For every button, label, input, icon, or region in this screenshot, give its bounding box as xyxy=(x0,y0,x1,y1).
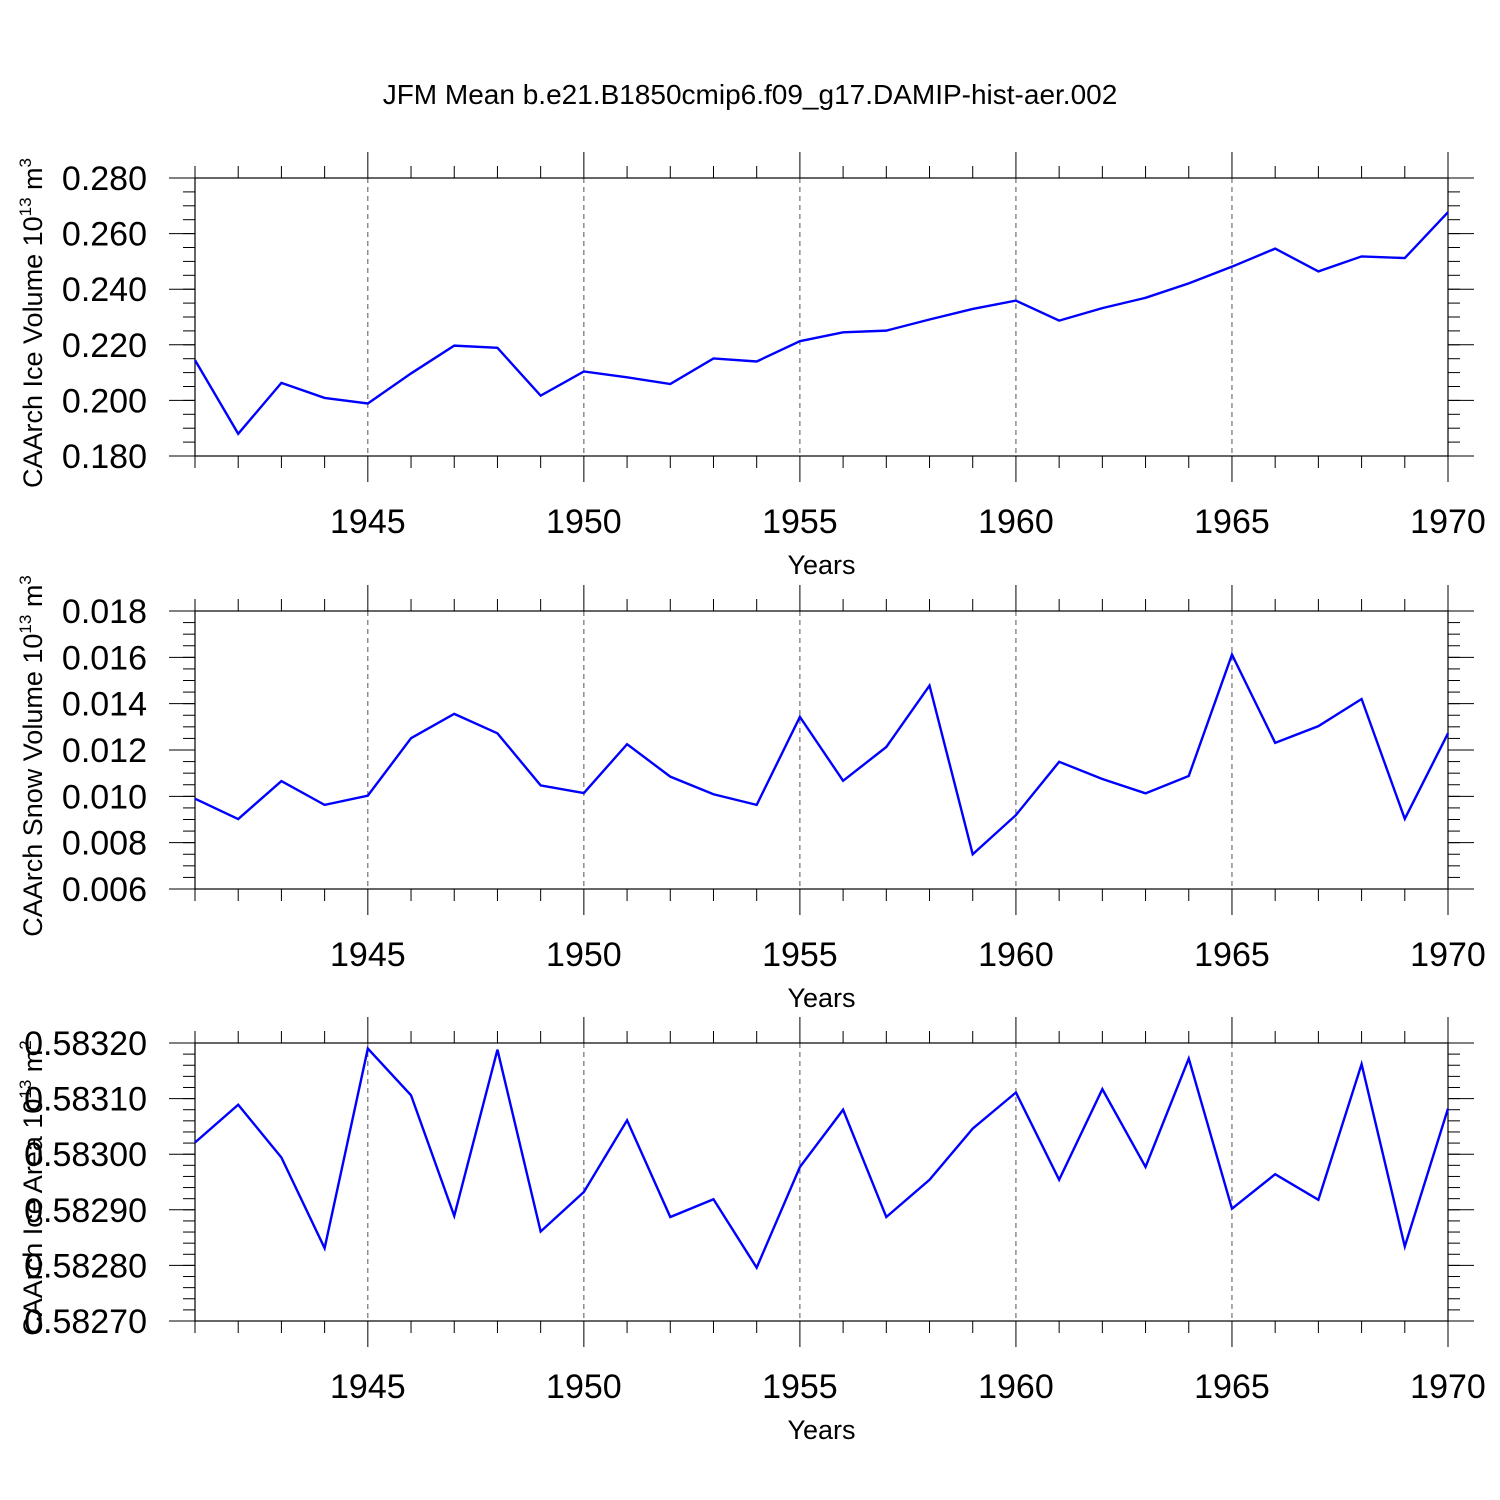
panel-1: 1945 1950 1955 1960 1965 1970 Years 0.180 0.200 0… xyxy=(16,152,1486,580)
y-tick-label: 0.014 xyxy=(62,686,147,724)
y-tick-label: 0.58290 xyxy=(24,1192,147,1230)
x-tick-label: 1965 xyxy=(1194,1368,1270,1406)
y-axis-label-text: m xyxy=(18,1050,48,1080)
y-tick-label: 0.240 xyxy=(62,271,147,309)
x-tick-label: 1955 xyxy=(762,503,838,541)
y-tick-label: 0.016 xyxy=(62,639,147,677)
x-tick-label: 1970 xyxy=(1410,936,1486,974)
y-axis-label-superscript: 3 xyxy=(16,575,35,584)
series-line xyxy=(194,651,1450,857)
y-axis-label-text: CAArch Ice Area 10 xyxy=(18,1099,48,1336)
x-tick-label: 1965 xyxy=(1194,503,1270,541)
x-tick-label: 1960 xyxy=(978,1368,1054,1406)
x-tick-label: 1970 xyxy=(1410,503,1486,541)
x-tick-label: 1965 xyxy=(1194,936,1270,974)
y-tick-label: 0.006 xyxy=(62,871,147,909)
series-line xyxy=(193,211,1449,436)
y-tick-label: 0.012 xyxy=(62,732,147,770)
y-tick-label: 0.260 xyxy=(62,216,147,254)
y-axis-label-text: m xyxy=(18,585,48,615)
y-tick-label: 0.200 xyxy=(62,382,147,420)
x-tick-label: 1945 xyxy=(330,503,406,541)
y-tick-label: 0.220 xyxy=(62,327,147,365)
x-tick-label: 1960 xyxy=(978,936,1054,974)
x-tick-label: 1950 xyxy=(546,936,622,974)
y-axis-label: CAArch Ice Area 1013 m2 xyxy=(16,1040,48,1336)
series-line xyxy=(194,1046,1450,1271)
y-axis-label-superscript: 13 xyxy=(16,1080,35,1099)
y-tick-label: 0.018 xyxy=(62,593,147,631)
x-tick-label: 1970 xyxy=(1410,1368,1486,1406)
x-tick-label: 1950 xyxy=(546,1368,622,1406)
y-axis-label: CAArch Snow Volume 1013 m3 xyxy=(16,575,48,937)
y-axis-label-text: CAArch Ice Volume 10 xyxy=(18,216,48,488)
y-axis-label-text: m xyxy=(18,167,48,197)
x-tick-label: 1950 xyxy=(546,503,622,541)
y-tick-label: 0.58270 xyxy=(24,1303,147,1341)
y-axis-label-superscript: 2 xyxy=(16,1040,35,1049)
y-axis-label-text: CAArch Snow Volume 10 xyxy=(18,634,48,937)
y-tick-label: 0.008 xyxy=(62,825,147,863)
panel-2: 1945 1950 1955 1960 1965 1970 Years 0.006 0.008 0… xyxy=(16,575,1486,1013)
x-axis-label: Years xyxy=(787,983,855,1013)
y-axis-label-superscript: 13 xyxy=(16,197,35,216)
x-tick-label: 1945 xyxy=(330,1368,406,1406)
y-tick-label: 0.58280 xyxy=(24,1247,147,1285)
y-axis-label-superscript: 13 xyxy=(16,615,35,634)
y-tick-label: 0.58320 xyxy=(24,1025,147,1063)
y-axis-label: CAArch Ice Volume 1013 m3 xyxy=(16,158,48,488)
plot-frame xyxy=(194,1042,1449,1322)
y-tick-label: 0.010 xyxy=(62,778,147,816)
y-tick-label: 0.180 xyxy=(62,438,147,476)
x-tick-label: 1960 xyxy=(978,503,1054,541)
y-tick-label: 0.280 xyxy=(62,160,147,198)
chart-title: JFM Mean b.e21.B1850cmip6.f09_g17.DAMIP-… xyxy=(383,79,1118,110)
x-tick-label: 1945 xyxy=(330,936,406,974)
x-tick-label: 1955 xyxy=(762,1368,838,1406)
x-axis-label: Years xyxy=(787,550,855,580)
plot-frame xyxy=(194,177,1449,457)
panel-3: 1945 1950 1955 1960 1965 1970 Years 0.58270 0.58… xyxy=(16,1017,1486,1445)
y-tick-label: 0.58310 xyxy=(24,1081,147,1119)
y-tick-label: 0.58300 xyxy=(24,1136,147,1174)
x-tick-label: 1955 xyxy=(762,936,838,974)
y-axis-label-superscript: 3 xyxy=(16,158,35,167)
x-axis-label: Years xyxy=(787,1415,855,1445)
